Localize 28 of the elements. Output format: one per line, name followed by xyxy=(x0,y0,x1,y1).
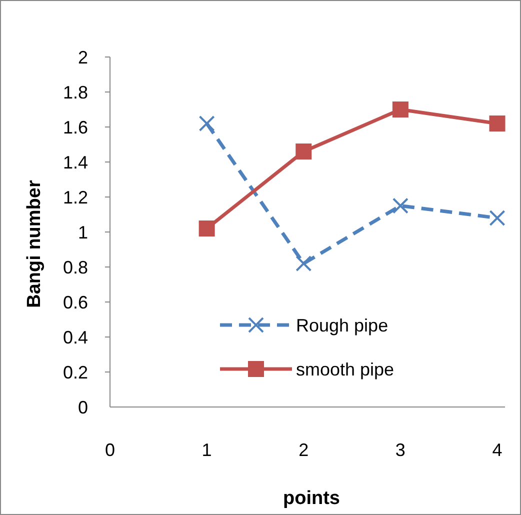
point xyxy=(392,198,408,214)
x-axis-title: points xyxy=(283,488,340,509)
y-tick-label: 1.4 xyxy=(62,152,88,172)
y-tick-label: 0.2 xyxy=(62,362,88,382)
legend-label: Rough pipe xyxy=(296,315,388,336)
legend-label: smooth pipe xyxy=(296,359,394,380)
y-tick-label: 2 xyxy=(78,47,88,68)
y-tick-label: 0 xyxy=(78,397,88,418)
x-tick-label: 4 xyxy=(492,440,502,460)
point xyxy=(392,102,408,118)
y-axis-title: Bangi number xyxy=(24,180,45,308)
x-tick-label: 1 xyxy=(202,440,212,460)
y-tick-label: 1 xyxy=(78,222,88,242)
y-tick-label: 0.4 xyxy=(62,327,88,348)
point xyxy=(296,256,312,272)
y-tick-label: 1.8 xyxy=(62,82,88,102)
x-tick-label: 2 xyxy=(298,440,309,460)
y-tick-label: 1.2 xyxy=(62,187,88,208)
point xyxy=(489,210,506,226)
y-tick-label: 0.6 xyxy=(62,292,88,312)
point xyxy=(198,220,215,236)
y-tick-label: 0.8 xyxy=(62,257,88,278)
point xyxy=(489,116,506,132)
y-tick-label: 1.6 xyxy=(62,117,88,138)
x-tick-label: 0 xyxy=(104,440,116,460)
point xyxy=(198,116,215,132)
x-tick-label: 3 xyxy=(395,440,406,460)
point xyxy=(296,144,312,160)
